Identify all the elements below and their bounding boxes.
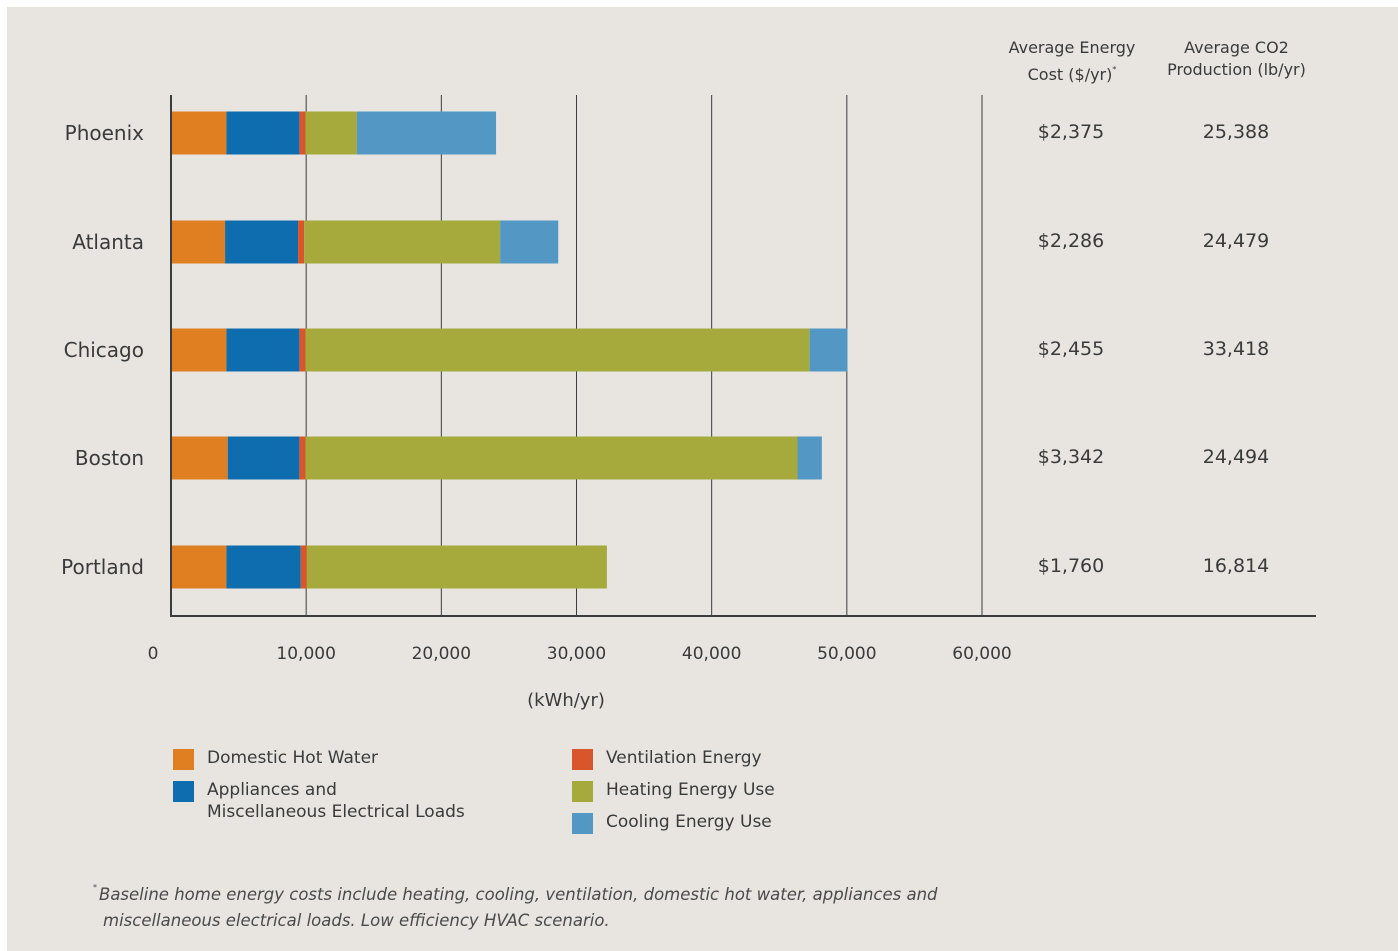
x-tick-label: 10,000 [276,644,335,664]
bar-segment [171,111,227,155]
co2-production-value: 24,479 [1202,230,1270,252]
category-label: Chicago [64,338,144,362]
bar-segment [304,220,501,264]
legend-label: Appliances and Miscellaneous Electrical … [207,779,465,823]
footnote-line1: * Baseline home energy costs include heat… [93,883,938,904]
legend-label: Domestic Hot Water [207,748,379,768]
footnote-marker: * [93,883,97,892]
legend-swatch [572,749,593,770]
bar-segment [226,545,301,589]
category-label: Portland [61,555,144,579]
bar-segment [226,111,300,155]
bar-segment [225,220,299,264]
co2-production-value: 16,814 [1202,555,1270,577]
chart-page: Phoenix Atlanta Chicago Boston Portland 0 10,0… [7,7,1398,951]
energy-cost-value: $1,760 [1037,555,1105,577]
legend-label: Heating Energy Use [606,780,775,800]
stacked-bar-chart: Phoenix Atlanta Chicago Boston Portland 0 10,0… [61,95,1316,711]
bar-segment [356,111,497,155]
column-header-co2-line2: Production (lb/yr) [1167,60,1306,79]
x-tick-label: 0 [148,644,159,664]
legend-swatch [572,813,593,834]
bar-segment [171,328,227,372]
co2-production-value: 25,388 [1202,121,1270,143]
bar-segment [305,111,357,155]
footnote-marker: * [1112,65,1117,74]
energy-cost-value: $2,455 [1037,338,1105,360]
x-axis-label: (kWh/yr) [527,690,605,711]
column-header-cost-line2: Cost ($/yr)* [1027,65,1117,84]
energy-cost-value: $3,342 [1037,446,1105,468]
bar-segment [305,436,798,480]
energy-cost-value: $2,375 [1037,121,1105,143]
bar-segment [299,436,306,480]
column-header-cost-line1: Average Energy [1008,38,1136,57]
legend-label-line1: Appliances and [207,780,337,800]
x-tick-label: 60,000 [952,644,1011,664]
bar-segment [171,545,227,589]
bar-segment [227,436,300,480]
legend-label: Cooling Energy Use [606,812,772,832]
column-header-co2-production: Average CO2 Production (lb/yr) [1149,37,1324,81]
bar-segment [797,436,822,480]
bar-segment [298,220,305,264]
bar-segment [299,111,306,155]
legend-label-line2: Miscellaneous Electrical Loads [207,802,465,822]
co2-production-value: 33,418 [1202,338,1270,360]
column-header-co2-line1: Average CO2 [1184,38,1289,57]
energy-cost-value: $2,286 [1037,230,1105,252]
bar-segment [171,436,228,480]
legend-swatch [572,781,593,802]
x-tick-label: 20,000 [412,644,471,664]
bar-segment [300,545,307,589]
category-label: Atlanta [72,230,144,254]
bar-segment [171,220,226,264]
category-label: Boston [75,446,144,470]
column-header-energy-cost: Average Energy Cost ($/yr)* [987,37,1157,86]
legend-swatch [173,749,194,770]
legend-label: Ventilation Energy [606,748,762,768]
bar-segment [809,328,848,372]
bar-segment [500,220,559,264]
x-tick-label: 50,000 [817,644,876,664]
bar-segment [305,328,810,372]
x-tick-label: 30,000 [547,644,606,664]
footnote: * Baseline home energy costs include heat… [93,875,1053,934]
x-tick-label: 40,000 [682,644,741,664]
bar-segment [299,328,306,372]
legend-swatch [173,781,194,802]
category-label: Phoenix [65,121,145,145]
co2-production-value: 24,494 [1202,446,1270,468]
bar-segment [306,545,607,589]
bar-segment [226,328,300,372]
footnote-line2: miscellaneous electrical loads. Low effi… [103,911,610,930]
